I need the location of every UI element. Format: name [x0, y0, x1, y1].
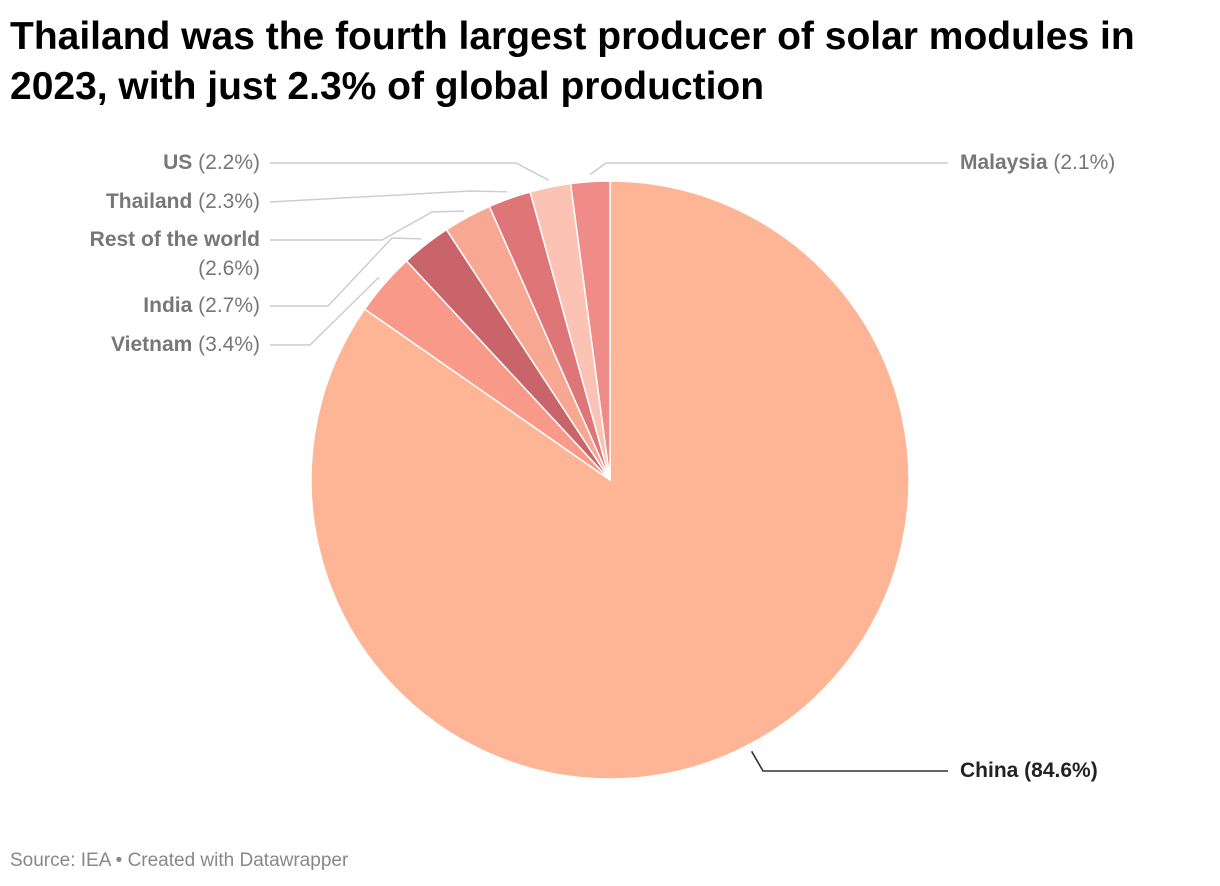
footer: Source: IEA • Created with Datawrapper — [10, 850, 348, 872]
label-value: (2.7%) — [198, 294, 260, 317]
label-name: India — [143, 294, 198, 317]
pie-slices — [310, 180, 910, 780]
credit-text: Created with Datawrapper — [127, 850, 349, 871]
label-value: (2.1%) — [1053, 151, 1115, 174]
label-name: US — [163, 151, 198, 174]
label-value: (2.6%) — [198, 257, 260, 280]
label-value: (3.4%) — [198, 333, 260, 356]
label-name: Vietnam — [111, 333, 198, 356]
leader-us — [270, 162, 550, 181]
label-name: China — [960, 759, 1024, 782]
leader-india — [270, 237, 422, 307]
leader-rest-of-the-world — [270, 210, 465, 241]
footer-separator: • — [115, 850, 123, 871]
source-text: Source: IEA — [10, 850, 111, 871]
label-vietnam: Vietnam (3.4%) — [111, 333, 260, 356]
label-malaysia: Malaysia (2.1%) — [960, 151, 1115, 174]
label-value: (2.2%) — [198, 151, 260, 174]
label-rest-of-the-world: Rest of the world (2.6%) — [90, 228, 260, 280]
label-name: Rest of the world — [90, 228, 260, 251]
chart-title: Thailand was the fourth largest producer… — [10, 15, 1135, 108]
label-thailand: Thailand (2.3%) — [106, 190, 260, 213]
leader-vietnam — [270, 276, 380, 346]
label-name: Malaysia — [960, 151, 1053, 174]
label-india: India (2.7%) — [143, 294, 260, 317]
leader-malaysia — [589, 162, 948, 176]
slice-labels: China (84.6%)Vietnam (3.4%)India (2.7%)R… — [90, 151, 1116, 782]
leader-thailand — [269, 190, 508, 203]
leader-china — [750, 750, 948, 772]
slice-malaysia — [569, 180, 611, 481]
label-value: (84.6%) — [1024, 759, 1098, 782]
leader-lines — [269, 162, 948, 772]
label-us: US (2.2%) — [163, 151, 260, 174]
label-name: Thailand — [106, 190, 198, 213]
label-china: China (84.6%) — [960, 759, 1098, 782]
label-value: (2.3%) — [198, 190, 260, 213]
